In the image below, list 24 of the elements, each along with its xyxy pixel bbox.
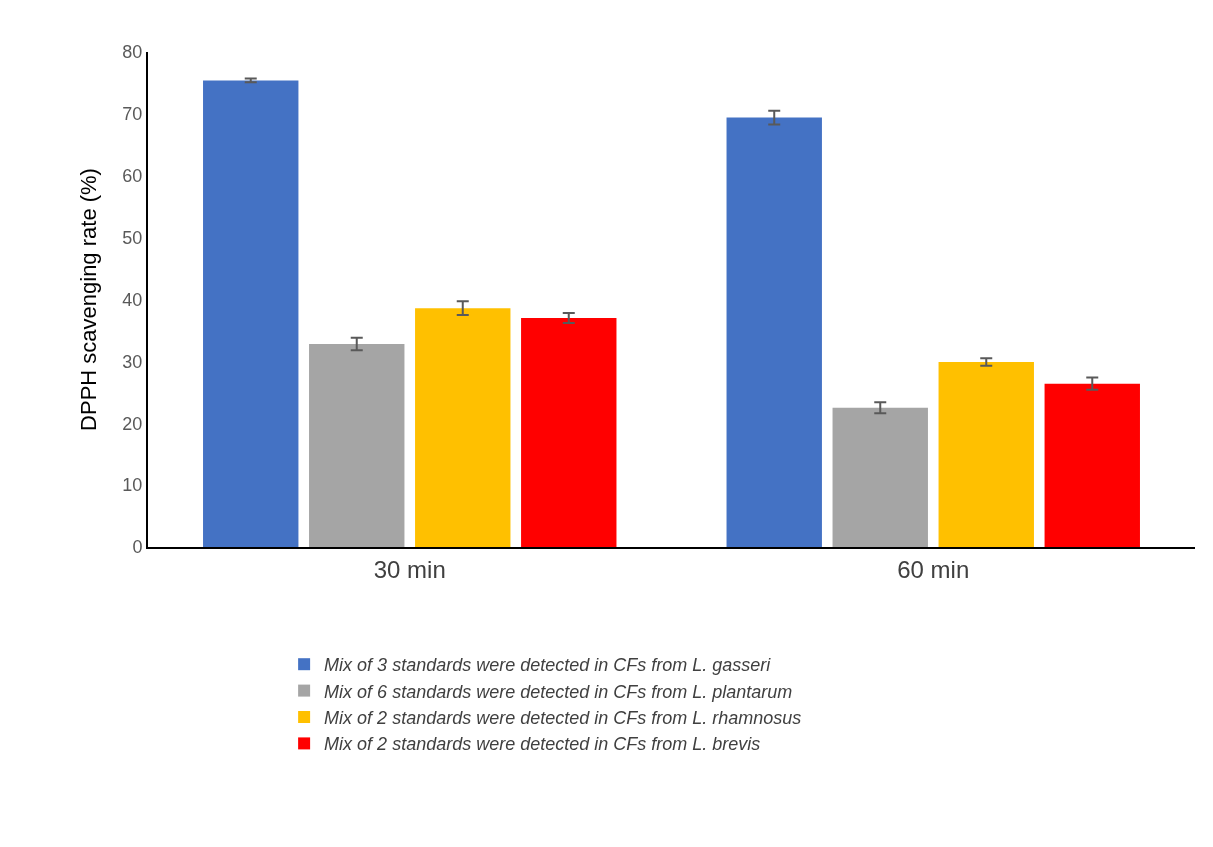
bar [938, 361, 1034, 547]
y-tick-label: 60 [122, 166, 143, 187]
bar [203, 80, 299, 547]
y-tick-label: 30 [122, 351, 143, 372]
legend-label: Mix of 2 standards were detected in CFs from L. rhamnosus [324, 708, 802, 729]
legend-label: Mix of 3 standards were detected in CFs from L. gasseri [324, 655, 772, 676]
y-tick-label: 10 [122, 475, 143, 496]
legend-label: Mix of 6 standards were detected in CFs from L. plantarum [324, 681, 793, 702]
y-tick-label: 20 [122, 413, 143, 434]
y-tick-label: 80 [122, 42, 143, 63]
x-tick-label: 30 min [373, 555, 446, 583]
bar [726, 117, 822, 547]
bar [1044, 383, 1140, 547]
y-tick-label: 50 [122, 227, 143, 248]
bar [521, 318, 617, 547]
bar [309, 344, 405, 547]
bar [415, 308, 511, 547]
bar [832, 407, 928, 547]
y-tick-label: 40 [122, 289, 143, 310]
y-axis-title: DPPH scavenging rate (%) [75, 168, 101, 431]
y-tick-label: 0 [132, 537, 143, 558]
x-tick-label: 60 min [897, 555, 970, 583]
y-tick-label: 70 [122, 104, 143, 125]
legend-label: Mix of 2 standards were detected in CFs from L. brevis [324, 734, 761, 755]
